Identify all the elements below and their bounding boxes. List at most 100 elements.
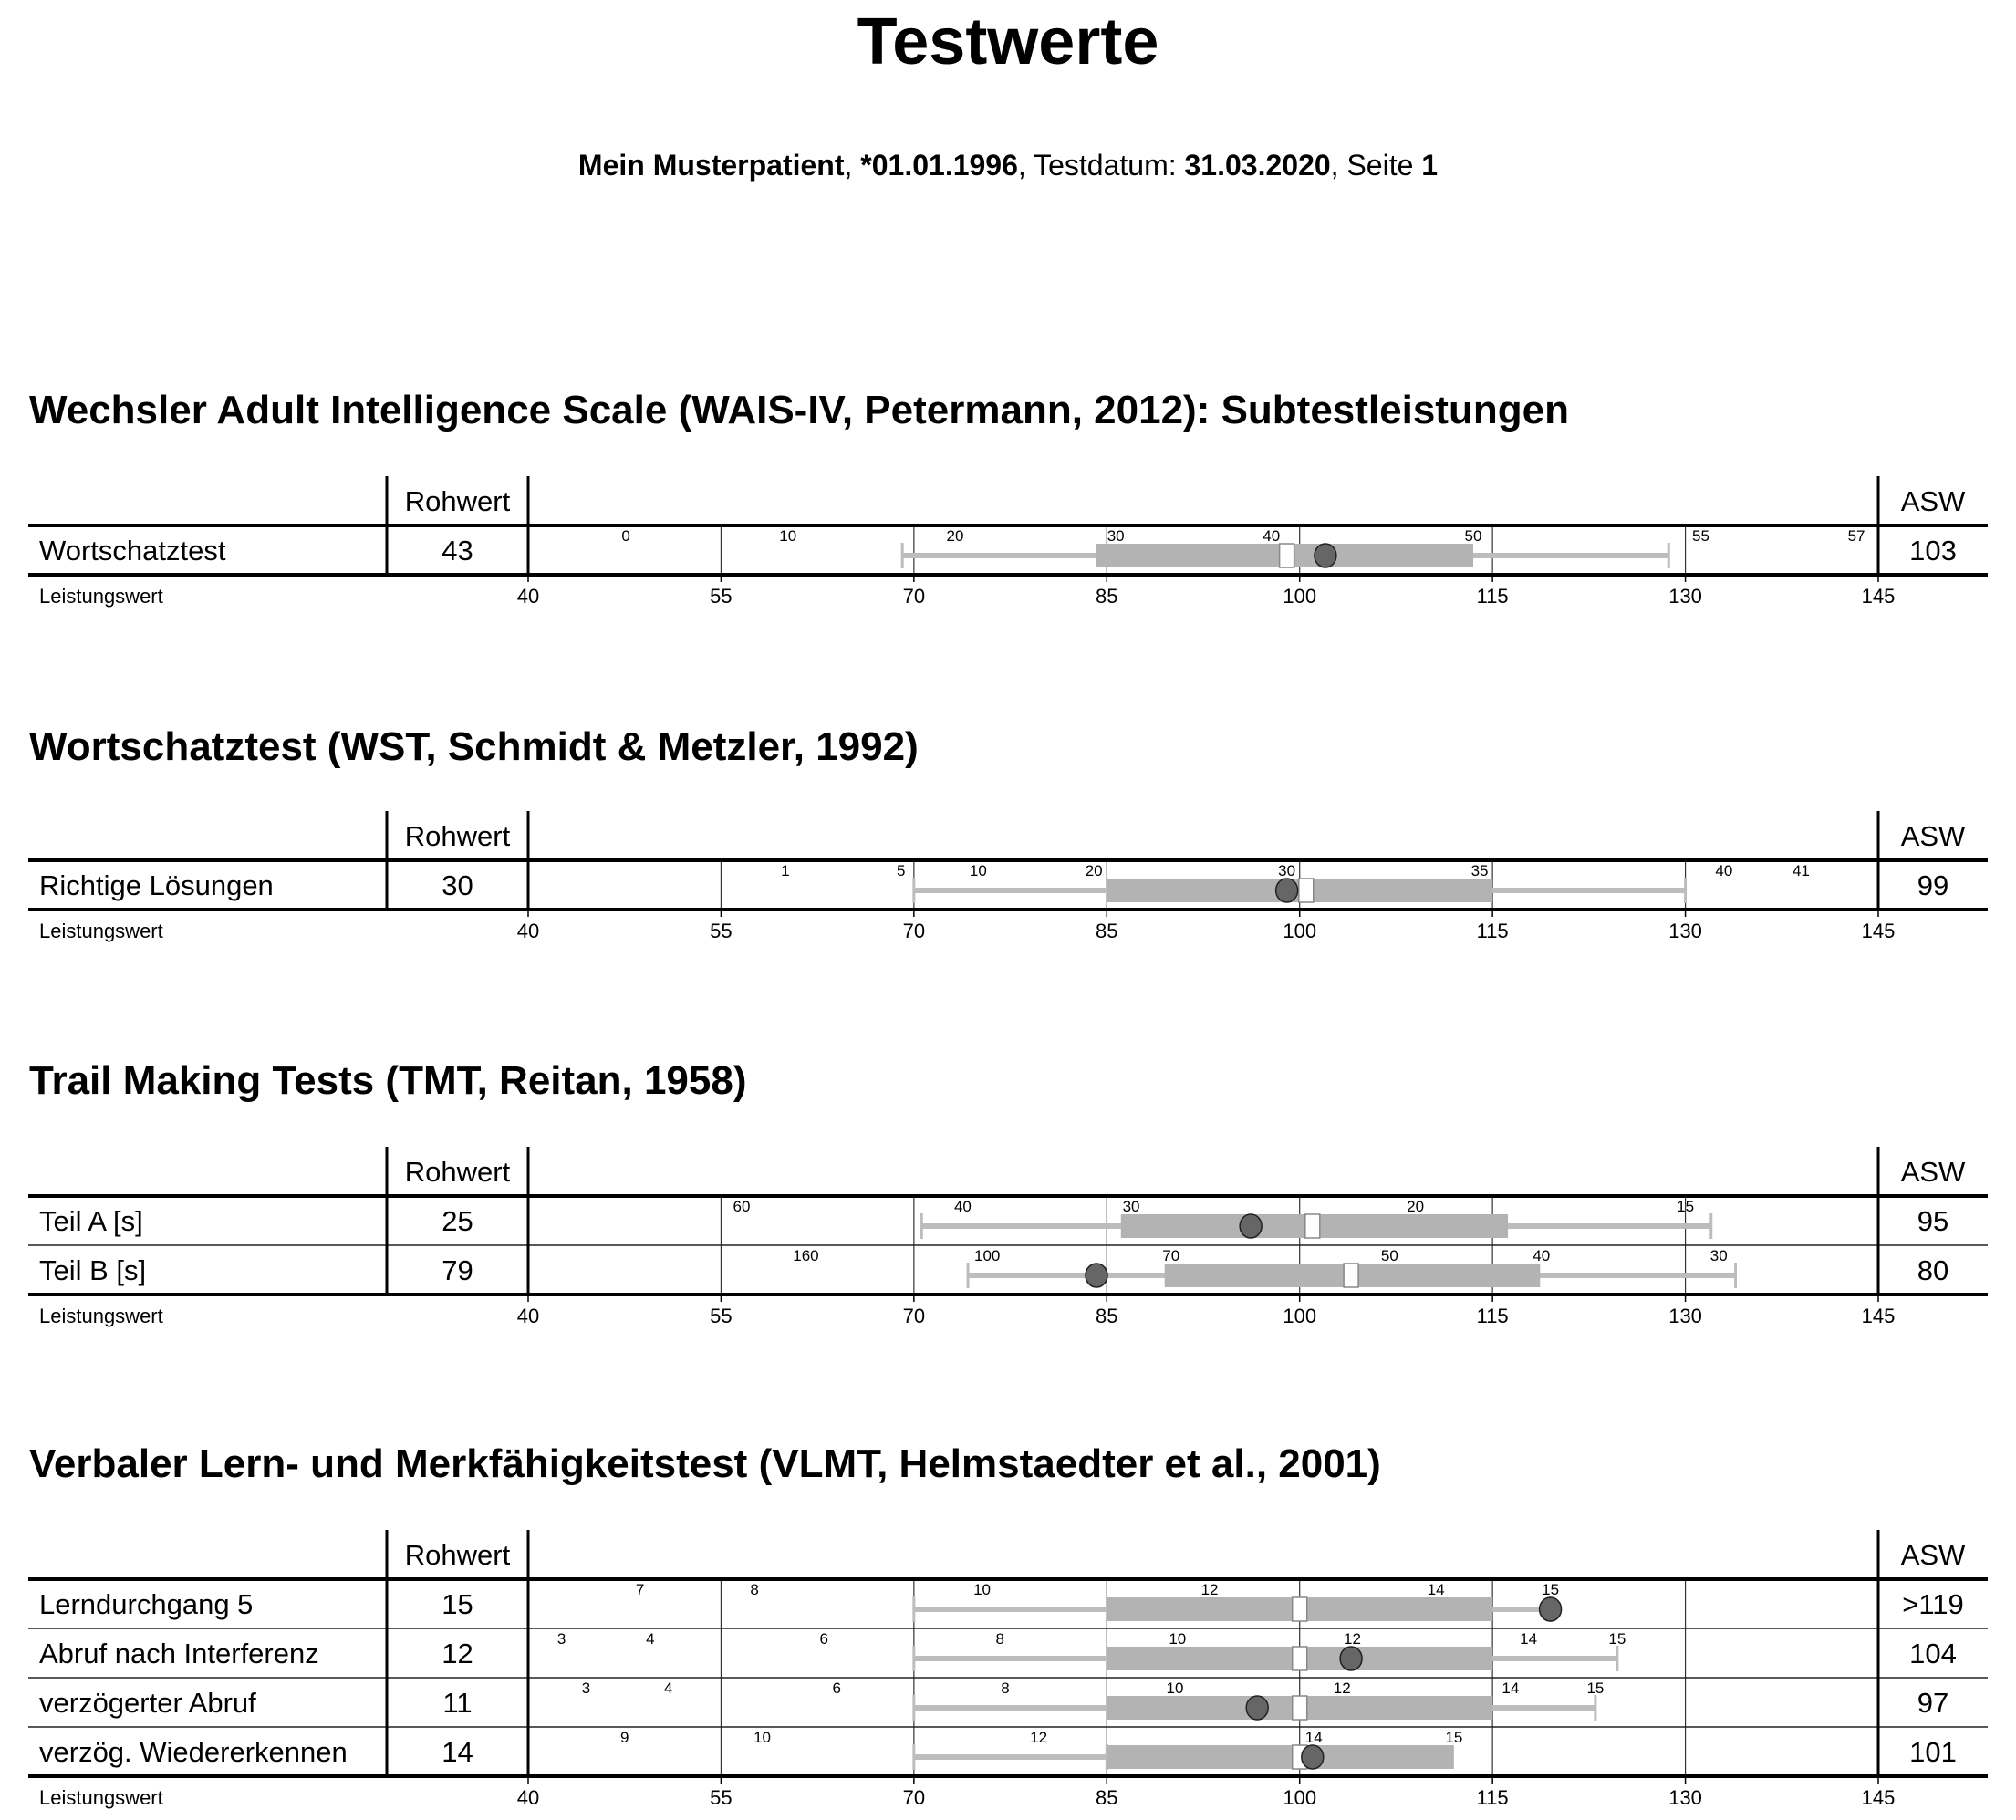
raw-score: 15 <box>442 1588 473 1620</box>
norm-marker <box>1304 1213 1321 1239</box>
raw-tick-label: 40 <box>1533 1247 1550 1264</box>
raw-tick-label: 40 <box>1263 527 1280 545</box>
separator: , <box>844 149 861 182</box>
header-rohwert: Rohwert <box>405 1156 511 1188</box>
raw-tick-label: 3 <box>557 1630 566 1648</box>
axis-tick-label: 115 <box>1477 1305 1509 1327</box>
raw-tick-label: 12 <box>1344 1630 1361 1648</box>
raw-tick-label: 20 <box>1407 1198 1424 1215</box>
raw-tick-label: 12 <box>1334 1680 1351 1697</box>
axis-label: Leistungswert <box>39 1786 163 1809</box>
header-asw: ASW <box>1901 1539 1966 1571</box>
header-asw: ASW <box>1901 1156 1966 1188</box>
asw-score: 103 <box>1909 535 1957 567</box>
axis-tick-label: 130 <box>1668 585 1702 608</box>
patient-name: Mein Musterpatient <box>577 149 845 182</box>
raw-score: 43 <box>442 535 473 567</box>
raw-tick-label: 160 <box>793 1247 818 1264</box>
raw-tick-label: 14 <box>1428 1581 1445 1598</box>
raw-tick-label: 10 <box>1169 1630 1186 1648</box>
page-title: Testwerte <box>857 5 1159 78</box>
axis-tick-label: 115 <box>1477 1786 1509 1809</box>
axis-tick-label: 40 <box>517 585 539 608</box>
raw-tick-label: 15 <box>1608 1630 1626 1648</box>
raw-tick-label: 6 <box>833 1680 841 1697</box>
axis-tick-label: 145 <box>1862 1786 1896 1809</box>
axis-tick-label: 100 <box>1283 1305 1316 1327</box>
axis-tick-label: 55 <box>710 585 732 608</box>
axis-label: Leistungswert <box>39 585 163 608</box>
row-label: Lerndurchgang 5 <box>39 1588 253 1620</box>
axis-tick-label: 70 <box>903 920 925 942</box>
raw-tick-label: 3 <box>582 1680 590 1697</box>
axis-tick-label: 40 <box>517 920 539 942</box>
header-rohwert: Rohwert <box>405 820 511 852</box>
axis-label: Leistungswert <box>39 920 163 942</box>
axis-tick-label: 145 <box>1862 585 1896 608</box>
raw-tick-label: 10 <box>1167 1680 1184 1697</box>
raw-tick-label: 70 <box>1162 1247 1179 1264</box>
row-label: Wortschatztest <box>39 535 226 567</box>
header-rohwert: Rohwert <box>405 1539 511 1571</box>
section-title-vlmt: Verbaler Lern- und Merkfähigkeitstest (V… <box>29 1441 1381 1486</box>
score-table-tmt: Rohwert ASW Teil A [s] 25 95 60 40 30 20 15 Teil B… <box>28 1147 1988 1327</box>
raw-tick-label: 100 <box>974 1247 1000 1264</box>
score-marker <box>1339 1646 1363 1671</box>
raw-tick-label: 8 <box>1001 1680 1009 1697</box>
axis-tick-label: 130 <box>1668 1786 1702 1809</box>
axis-tick-label: 85 <box>1096 1305 1117 1327</box>
norm-marker <box>1291 1695 1308 1721</box>
raw-tick-label: 30 <box>1710 1247 1728 1264</box>
axis-tick-label: 100 <box>1283 920 1316 942</box>
header-rohwert: Rohwert <box>405 485 511 517</box>
raw-tick-label: 30 <box>1278 862 1295 879</box>
row-label: Abruf nach Interferenz <box>39 1638 319 1669</box>
raw-tick-label: 15 <box>1445 1729 1462 1746</box>
row-label: Teil B [s] <box>39 1254 146 1286</box>
raw-tick-label: 15 <box>1677 1198 1694 1215</box>
row-label: Richtige Lösungen <box>39 869 274 901</box>
axis-tick-label: 115 <box>1477 585 1509 608</box>
axis-tick-label: 40 <box>517 1305 539 1327</box>
raw-tick-label: 8 <box>750 1581 758 1598</box>
raw-tick-label: 12 <box>1201 1581 1219 1598</box>
raw-tick-label: 4 <box>646 1630 654 1648</box>
raw-tick-label: 30 <box>1123 1198 1140 1215</box>
norm-marker <box>1291 1646 1308 1671</box>
raw-tick-label: 10 <box>970 862 987 879</box>
axis-tick-label: 145 <box>1862 920 1896 942</box>
asw-score: 99 <box>1917 869 1948 901</box>
score-marker <box>1314 543 1337 568</box>
axis-tick-label: 130 <box>1668 1305 1702 1327</box>
raw-tick-label: 1 <box>781 862 789 879</box>
raw-tick-label: 10 <box>973 1581 991 1598</box>
raw-tick-label: 55 <box>1692 527 1709 545</box>
axis-label: Leistungswert <box>39 1305 163 1327</box>
raw-tick-label: 8 <box>996 1630 1004 1648</box>
axis-tick-label: 40 <box>517 1786 539 1809</box>
axis-tick-label: 115 <box>1477 920 1509 942</box>
axis-tick-label: 85 <box>1096 1786 1117 1809</box>
raw-tick-label: 6 <box>819 1630 827 1648</box>
axis-tick-label: 145 <box>1862 1305 1896 1327</box>
raw-tick-label: 12 <box>1030 1729 1047 1746</box>
axis-tick-label: 70 <box>903 1305 925 1327</box>
raw-tick-label: 57 <box>1848 527 1865 545</box>
axis-tick-label: 85 <box>1096 585 1117 608</box>
raw-tick-label: 15 <box>1542 1581 1559 1598</box>
raw-score: 30 <box>442 869 473 901</box>
axis-tick-label: 55 <box>710 920 732 942</box>
axis-tick-label: 130 <box>1668 920 1702 942</box>
score-marker <box>1085 1263 1108 1288</box>
raw-tick-label: 15 <box>1586 1680 1604 1697</box>
asw-score: 101 <box>1909 1736 1957 1768</box>
page-number: 1 <box>1421 149 1439 182</box>
raw-tick-label: 20 <box>1086 862 1103 879</box>
raw-tick-label: 40 <box>954 1198 972 1215</box>
test-date: 31.03.2020 <box>1184 149 1331 182</box>
raw-tick-label: 50 <box>1465 527 1482 545</box>
row-label: verzögerter Abruf <box>39 1687 256 1719</box>
norm-marker <box>1278 543 1295 568</box>
raw-tick-label: 7 <box>636 1581 644 1598</box>
raw-tick-label: 0 <box>621 527 629 545</box>
